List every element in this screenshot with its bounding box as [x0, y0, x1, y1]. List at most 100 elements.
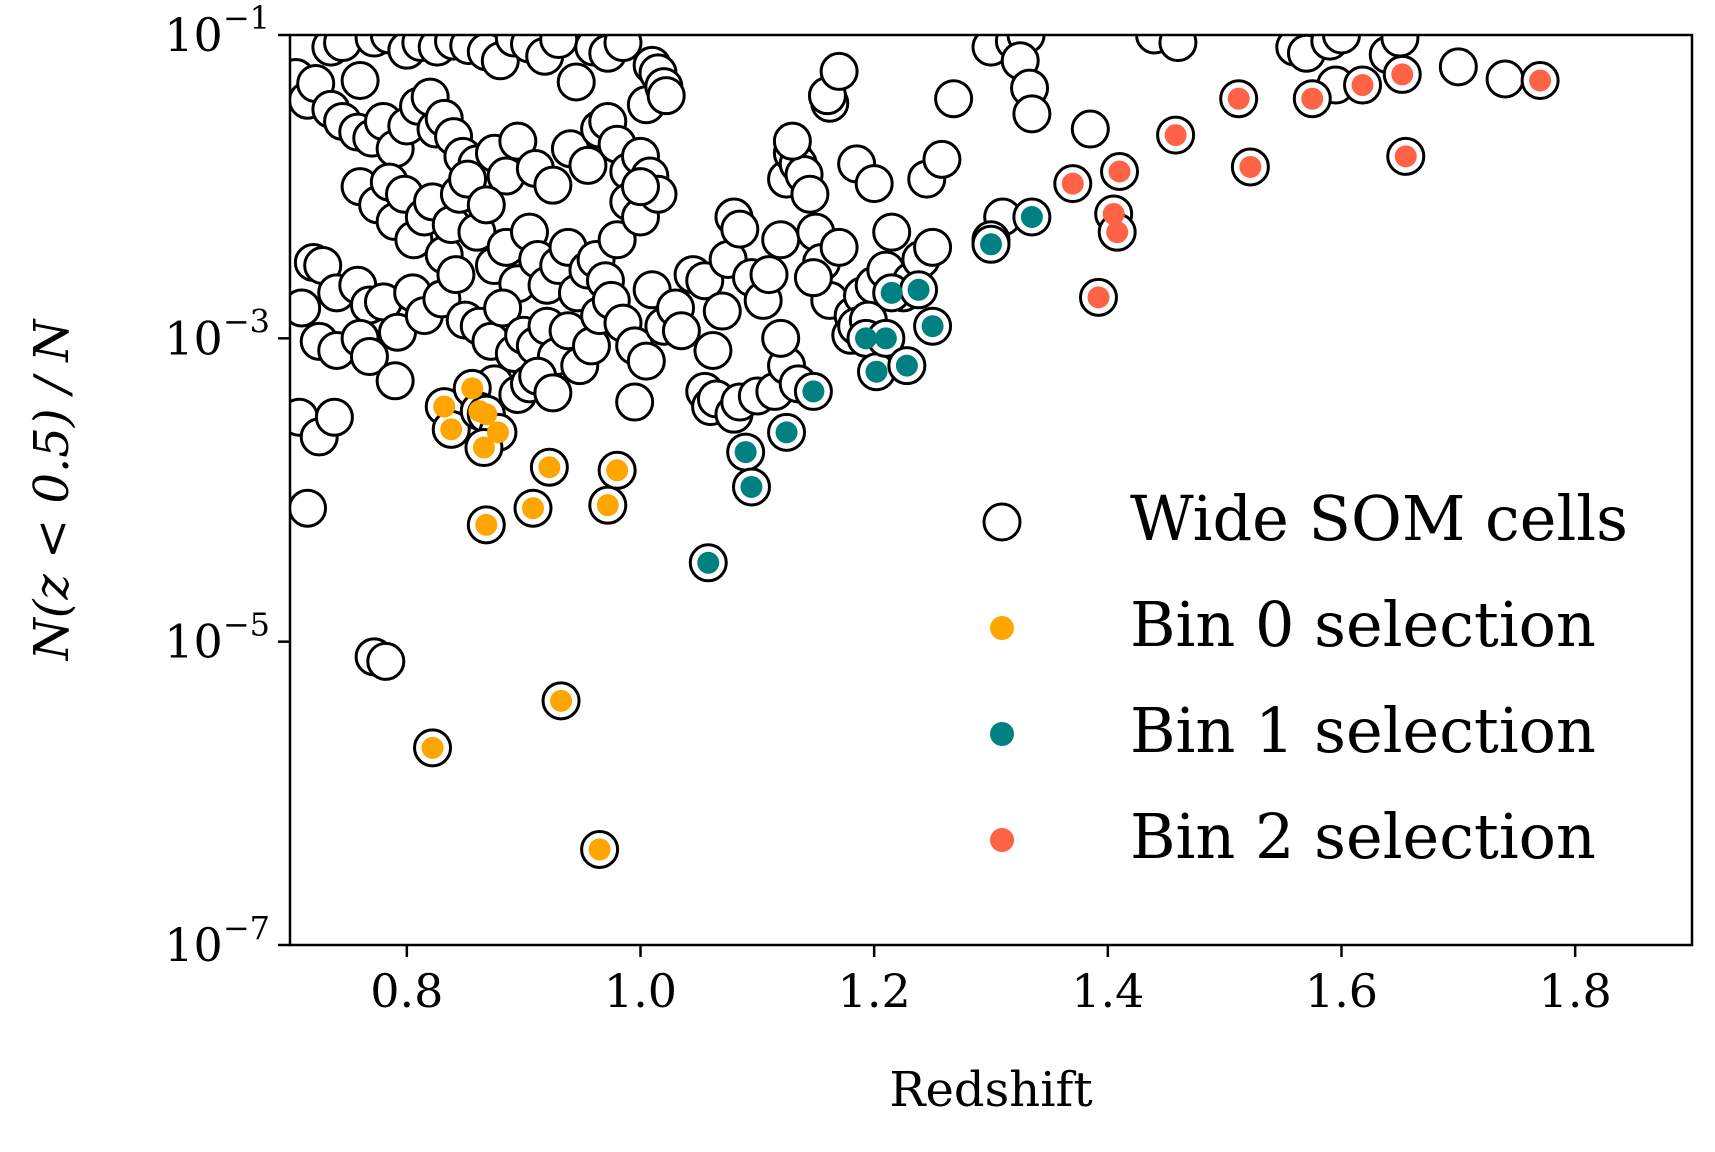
- legend: Wide SOM cells Bin 0 selection Bin 1 sel…: [982, 482, 1628, 873]
- bin0-selection-point: [475, 513, 498, 536]
- bin1-selection-point: [775, 421, 798, 444]
- bin0-selection-point: [538, 456, 561, 479]
- bin0-selection-point: [440, 418, 463, 441]
- wide-som-cell-point: [1158, 35, 1198, 63]
- bin1-selection-point: [697, 551, 720, 574]
- bin0-selection-point: [472, 436, 495, 459]
- bin1-selection-point: [880, 281, 903, 304]
- y-tick-base: 10: [164, 615, 223, 669]
- bin0-selection-point: [550, 689, 573, 712]
- bin2-selection-point: [1102, 202, 1125, 225]
- wide-som-cell-point: [693, 330, 733, 370]
- bin2-selection-point: [1164, 124, 1187, 147]
- y-tick-base: 10: [164, 8, 223, 62]
- wide-som-cell-point: [872, 212, 912, 252]
- wide-som-cell-point: [772, 121, 812, 161]
- legend-marker-wide-som: [982, 502, 1022, 542]
- bin0-selection-point: [596, 494, 619, 517]
- bin2-selection-point: [1087, 286, 1110, 309]
- wide-som-cell-point: [436, 255, 476, 295]
- bin2-selection-point: [1106, 221, 1129, 244]
- legend-label-bin1: Bin 1 selection: [1130, 694, 1596, 767]
- bin2-selection-point: [1061, 172, 1084, 195]
- legend-marker-bin0: [990, 616, 1014, 640]
- wide-som-cell-point: [913, 227, 953, 267]
- y-tick-label: 10−1: [164, 0, 270, 62]
- wide-som-cell-point: [603, 35, 643, 63]
- y-axis-label: N(z < 0.5) / N: [24, 318, 80, 662]
- wide-som-cell-point: [934, 79, 974, 119]
- bin2-selection-point: [1394, 145, 1417, 168]
- bin1-selection-point: [740, 475, 763, 498]
- legend-marker-bin2: [990, 828, 1014, 852]
- x-tick-label: 1.6: [1305, 964, 1378, 1018]
- bin2-selection-point: [1351, 74, 1374, 97]
- x-tick-label: 0.8: [370, 964, 443, 1018]
- wide-som-cell-point: [349, 337, 389, 377]
- bin1-selection-point: [865, 360, 888, 383]
- y-tick-label: 10−7: [164, 909, 270, 972]
- x-tick-label: 1.2: [838, 964, 911, 1018]
- wide-som-cell-point: [568, 145, 608, 185]
- legend-label-bin0: Bin 0 selection: [1130, 588, 1596, 661]
- wide-som-cell-point: [290, 288, 322, 328]
- wide-som-cell-point: [661, 311, 701, 351]
- wide-som-cell-point: [366, 641, 406, 681]
- wide-som-cell-point: [922, 139, 962, 179]
- wide-som-cell-point: [483, 288, 523, 328]
- y-tick-base: 10: [164, 918, 223, 972]
- x-axis: 0.8 1.0 1.2 1.4 1.6 1.8: [370, 945, 1612, 1018]
- bin0-selection-point: [475, 403, 498, 426]
- x-axis-label: Redshift: [889, 1062, 1092, 1118]
- bin1-selection-point: [907, 278, 930, 301]
- bin0-selection-point: [486, 421, 509, 444]
- x-tick-label: 1.8: [1539, 964, 1612, 1018]
- wide-som-cell-point: [1322, 35, 1361, 55]
- plot-area: [288, 33, 1694, 947]
- wide-som-cell-point: [1438, 47, 1478, 87]
- bin0-selection-point: [421, 736, 444, 759]
- data-points: [290, 35, 1560, 869]
- wide-som-cell-point: [819, 227, 859, 267]
- bin0-selection-point: [461, 377, 484, 400]
- bin0-selection-point: [588, 838, 611, 861]
- bin0-selection-point: [522, 497, 545, 520]
- wide-som-cell-point: [1380, 35, 1420, 58]
- bin1-selection-point: [874, 327, 897, 350]
- wide-som-cell-point: [466, 185, 506, 225]
- wide-som-cell-point: [314, 397, 354, 437]
- bin2-selection-point: [1529, 69, 1552, 92]
- wide-som-cell-point: [793, 258, 833, 298]
- y-axis: 10−110−310−510−7: [164, 0, 290, 972]
- x-tick-label: 1.0: [604, 964, 677, 1018]
- wide-som-cell-point: [597, 220, 637, 260]
- wide-som-cell-point: [761, 318, 801, 358]
- wide-som-cell-point: [819, 51, 859, 91]
- wide-som-cell-point: [290, 488, 328, 528]
- legend-marker-bin1: [990, 722, 1014, 746]
- wide-som-cell-point: [533, 165, 573, 205]
- y-tick-exponent: −7: [223, 909, 270, 947]
- wide-som-cell-point: [498, 121, 538, 161]
- bin1-selection-point: [854, 327, 877, 350]
- bin2-selection-point: [1239, 155, 1262, 178]
- bin1-selection-point: [1020, 206, 1043, 228]
- bin2-selection-point: [1301, 87, 1324, 110]
- legend-label-wide-som: Wide SOM cells: [1130, 482, 1628, 555]
- bin2-selection-point: [1227, 87, 1250, 110]
- x-tick-label: 1.4: [1071, 964, 1144, 1018]
- bin1-selection-point: [921, 315, 944, 338]
- wide-som-cell-point: [626, 341, 666, 381]
- y-tick-exponent: −1: [223, 0, 270, 37]
- bin0-selection-point: [433, 395, 456, 418]
- bin1-selection-point: [802, 380, 825, 403]
- wide-som-cell-point: [854, 164, 894, 204]
- wide-som-cell-point: [533, 373, 573, 413]
- wide-som-cell-point: [749, 255, 789, 295]
- bin1-selection-point: [734, 441, 757, 464]
- wide-som-cell-point: [1485, 59, 1525, 99]
- y-tick-exponent: −5: [223, 606, 270, 644]
- wide-som-cell-point: [1012, 94, 1052, 134]
- wide-som-cell-point: [556, 62, 596, 102]
- bin0-selection-point: [606, 459, 629, 482]
